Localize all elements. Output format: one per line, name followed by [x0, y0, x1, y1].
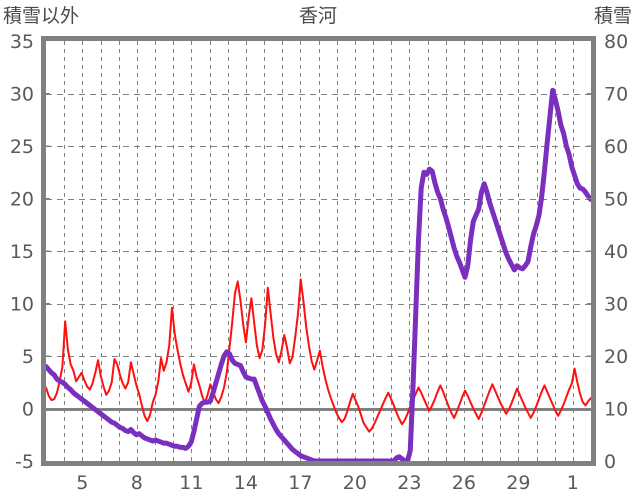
page-title: 香河: [298, 5, 337, 27]
y-axis-left-tick-label: 35: [10, 31, 34, 53]
x-axis-tick-label: 26: [452, 472, 476, 494]
y-axis-right-tick-label: 70: [604, 84, 628, 106]
gridlines: [46, 41, 591, 461]
x-axis-tick-label: 8: [131, 472, 143, 494]
right-axis-title: 積雪: [593, 5, 632, 27]
y-axis-right-tick-label: 0: [604, 451, 616, 473]
y-axis-left-tick-label: 5: [22, 346, 34, 368]
y-axis-right-tick-label: 60: [604, 136, 628, 158]
y-axis-left-tick-label: 20: [10, 189, 34, 211]
x-axis-tick-label: 1: [567, 472, 579, 494]
y-axis-right-tick-label: 50: [604, 189, 628, 211]
x-axis-tick-label: 11: [179, 472, 203, 494]
y-axis-left-tick-label: -5: [15, 451, 34, 473]
y-axis-right: 80 70 60 50 40 30 20 10 0: [587, 31, 628, 473]
x-axis-tick-label: 23: [397, 472, 421, 494]
y-axis-right-tick-label: 20: [604, 346, 628, 368]
y-axis-right-tick-label: 30: [604, 294, 628, 316]
y-axis-left: 35 30 25 20 15 10 5 0 -5: [10, 31, 50, 473]
y-axis-right-tick-label: 40: [604, 241, 628, 263]
x-axis-tick-label: 17: [288, 472, 312, 494]
y-axis-left-tick-label: 10: [10, 294, 34, 316]
y-axis-right-tick-label: 10: [604, 399, 628, 421]
y-axis-left-tick-label: 25: [10, 136, 34, 158]
y-axis-left-tick-label: 30: [10, 84, 34, 106]
data-series-1: [45, 278, 592, 433]
x-axis-tick-label: 29: [506, 472, 530, 494]
y-axis-left-tick-label: 15: [10, 241, 34, 263]
y-axis-left-tick-label: 0: [22, 399, 34, 421]
y-axis-right-tick-label: 80: [604, 31, 628, 53]
x-axis-tick-label: 14: [234, 472, 258, 494]
x-axis-tick-label: 20: [343, 472, 367, 494]
x-axis: 5 8 11 14 17 20 23 26 29 1: [76, 472, 579, 494]
x-axis-tick-label: 5: [76, 472, 88, 494]
left-axis-title: 積雪以外: [3, 5, 80, 27]
